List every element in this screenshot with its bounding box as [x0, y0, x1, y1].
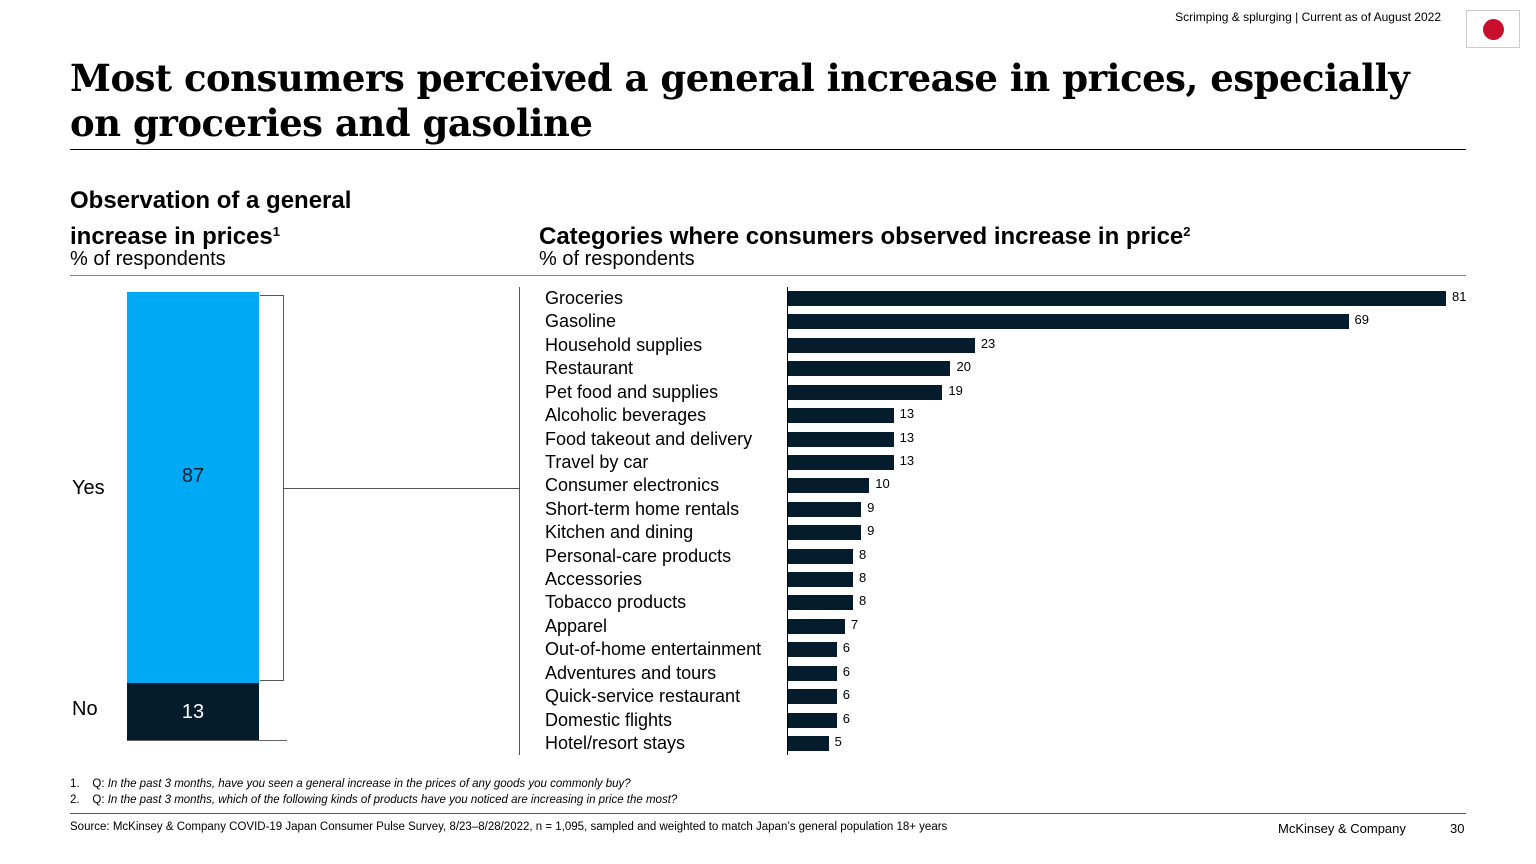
data-label: 9 — [867, 499, 875, 515]
tracker-text: Scrimping & splurging | Current as of Au… — [1175, 10, 1441, 24]
stack-segment-yes: 87 — [127, 292, 259, 683]
data-label: 6 — [842, 687, 850, 703]
category-label: Restaurant — [545, 358, 634, 379]
data-label: 13 — [181, 700, 205, 723]
bar — [788, 689, 837, 705]
category-label: Adventures and tours — [545, 662, 717, 683]
category-label: Groceries — [545, 288, 624, 308]
category-label: Domestic flights — [545, 709, 673, 730]
data-label: 7 — [850, 616, 859, 632]
footnote-2: 2. Q: In the past 3 months, which of the… — [70, 794, 678, 806]
bar — [788, 478, 870, 494]
data-label: 8 — [858, 546, 867, 562]
bar — [788, 291, 1446, 306]
data-label: 6 — [842, 710, 850, 726]
bar — [788, 595, 853, 611]
bar — [788, 454, 894, 470]
data-label: 6 — [842, 640, 850, 656]
bar — [788, 572, 853, 588]
category-label: Out-of-home entertainment — [545, 639, 762, 660]
category-label: Yes — [72, 477, 105, 500]
right-axis — [787, 287, 788, 755]
header-rule — [70, 275, 1466, 276]
japan-flag-icon — [1466, 10, 1520, 48]
category-label: Hotel/resort stays — [545, 732, 686, 753]
data-label: 20 — [956, 359, 971, 375]
page-number: 30 — [1450, 821, 1465, 836]
bar — [788, 712, 837, 728]
bar — [788, 337, 975, 353]
bar — [788, 408, 894, 424]
data-label: 10 — [875, 476, 890, 492]
data-label: 13 — [899, 406, 915, 422]
bar — [788, 665, 837, 681]
category-label: Quick-service restaurant — [545, 686, 741, 707]
data-label: 6 — [842, 663, 850, 679]
bar — [788, 735, 829, 751]
category-label: Short-term home rentals — [545, 498, 740, 519]
bar — [788, 618, 845, 634]
left-chart-title: Observation of a general increase in pri… — [70, 187, 352, 250]
category-label: No — [72, 697, 98, 720]
bracket — [260, 295, 284, 681]
category-label: Pet food and supplies — [545, 381, 719, 402]
footer-rule — [70, 813, 1466, 814]
bar — [788, 431, 894, 447]
data-label: 9 — [867, 523, 875, 539]
category-label: Apparel — [545, 615, 608, 636]
bar — [788, 548, 853, 564]
bar — [788, 642, 837, 658]
category-label: Consumer electronics — [545, 475, 720, 496]
bar — [788, 384, 943, 400]
stacked-bar: 87 13 — [127, 292, 259, 741]
left-chart-unit: % of respondents — [70, 248, 226, 270]
left-baseline — [127, 740, 287, 741]
connector-line — [284, 488, 520, 489]
stack-segment-no: 13 — [127, 682, 259, 741]
data-label: 13 — [899, 452, 915, 468]
data-label: 23 — [980, 335, 996, 351]
category-label: Gasoline — [545, 311, 617, 332]
category-label: Accessories — [545, 569, 643, 590]
data-label: 69 — [1354, 312, 1369, 328]
data-label: 81 — [1452, 289, 1467, 304]
category-label: Alcoholic beverages — [545, 405, 707, 426]
footnote-1: 1. Q: In the past 3 months, have you see… — [70, 778, 631, 790]
brand-text: McKinsey & Company — [1278, 821, 1406, 836]
data-label: 19 — [948, 382, 963, 398]
page-title: Most consumers perceived a general incre… — [70, 56, 1410, 145]
category-label: Travel by car — [545, 451, 649, 472]
bar — [788, 314, 1349, 330]
category-label: Tobacco products — [545, 592, 687, 613]
data-label: 8 — [858, 593, 867, 609]
data-label: 13 — [899, 429, 915, 445]
bar — [788, 525, 862, 541]
right-chart-unit: % of respondents — [539, 248, 695, 270]
category-label: Personal-care products — [545, 545, 732, 566]
data-label: 5 — [834, 733, 842, 749]
category-label: Kitchen and dining — [545, 522, 694, 543]
data-label: 87 — [181, 465, 205, 488]
bar — [788, 361, 951, 377]
source-text: Source: McKinsey & Company COVID-19 Japa… — [70, 821, 948, 833]
bar — [788, 501, 862, 517]
right-chart-title: Categories where consumers observed incr… — [539, 223, 1191, 250]
divider — [519, 287, 520, 755]
category-label: Household supplies — [545, 334, 703, 355]
category-label: Food takeout and delivery — [545, 428, 753, 449]
title-rule — [70, 149, 1466, 150]
data-label: 8 — [858, 570, 867, 586]
